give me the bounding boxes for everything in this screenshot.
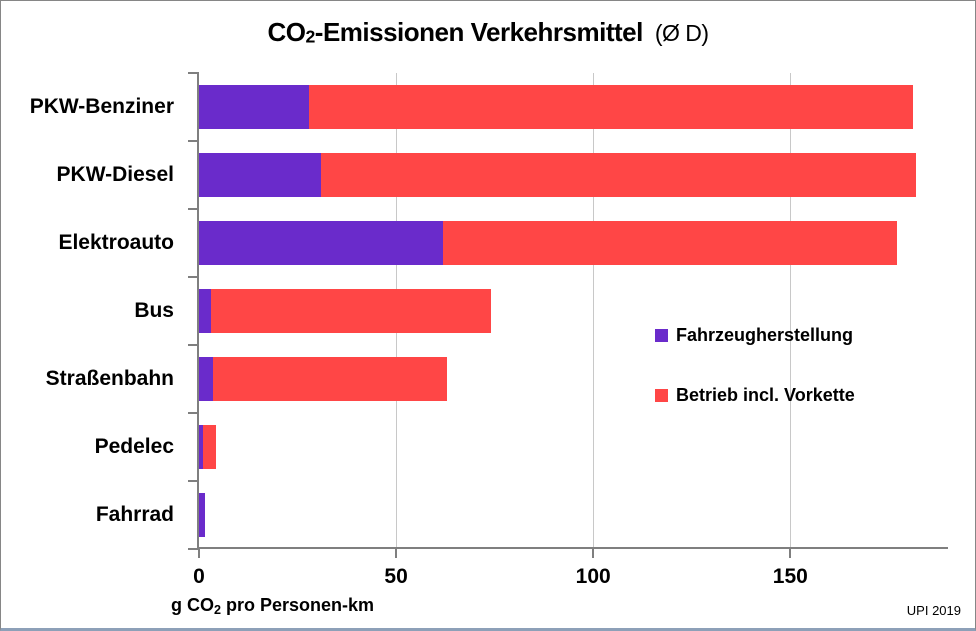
category-label-6: Pedelec: [94, 435, 174, 458]
x-axis-title: g CO2 pro Personen-km: [171, 595, 374, 617]
chart-title-suffix: (Ø D): [654, 20, 709, 46]
bar-segment-betrieb: [309, 85, 913, 129]
x-tick-label-150: 150: [772, 565, 808, 588]
legend-item-fahrzeugherstellung: Fahrzeugherstellung: [655, 325, 855, 346]
stacked-bar: [199, 357, 948, 401]
stacked-bar: [199, 153, 948, 197]
legend-label: Betrieb incl. Vorkette: [676, 385, 855, 405]
stacked-bar: [199, 493, 948, 537]
x-axis-tick-50: [395, 549, 398, 558]
bar-row-6: [199, 413, 948, 481]
x-axis-tick-150: [789, 549, 792, 558]
bar-segment-betrieb: [202, 425, 216, 469]
chart-title-subscript: 2: [305, 26, 315, 47]
legend-swatch-fahrzeugherstellung: [655, 329, 668, 342]
bar-segment-herstellung: [199, 493, 205, 537]
bar-row-4: [199, 277, 948, 345]
stacked-bar: [199, 289, 948, 333]
y-axis-tick: [188, 72, 199, 74]
bar-row-7: [199, 481, 948, 549]
x-tick-label-50: 50: [384, 565, 408, 588]
x-axis-tick-0: [198, 549, 200, 558]
stacked-bar: [199, 221, 948, 265]
x-tick-label-100: 100: [575, 565, 611, 588]
bar-row-1: [199, 73, 948, 141]
plot-area: g CO2 pro Personen-km 0 50 100 150: [171, 72, 948, 617]
x-tick-label-0: 0: [193, 565, 205, 588]
category-label-5: Straßenbahn: [45, 367, 174, 390]
bar-segment-herstellung: [199, 85, 310, 129]
category-label-1: PKW-Benziner: [29, 95, 174, 118]
y-axis-tick: [188, 208, 199, 210]
legend: Fahrzeugherstellung Betrieb incl. Vorket…: [655, 325, 855, 445]
legend-swatch-betrieb: [655, 389, 668, 402]
category-label-2: PKW-Diesel: [56, 163, 174, 186]
category-label-3: Elektroauto: [58, 231, 174, 254]
bar-segment-herstellung: [199, 221, 444, 265]
bar-segment-herstellung: [199, 289, 211, 333]
x-axis-tick-100: [592, 549, 595, 558]
bar-segment-herstellung: [199, 357, 213, 401]
gridline-150: [790, 73, 792, 547]
category-label-4: Bus: [134, 299, 174, 322]
bar-row-3: [199, 209, 948, 277]
y-axis-tick: [188, 548, 199, 550]
x-axis-title-suffix: pro Personen-km: [221, 595, 375, 615]
y-axis-tick: [188, 276, 199, 278]
bar-segment-betrieb: [210, 289, 491, 333]
chart-title: CO2-Emissionen Verkehrsmittel (Ø D): [1, 17, 975, 48]
bar-segment-betrieb: [443, 221, 897, 265]
category-label-7: Fahrrad: [95, 503, 174, 526]
gridline-100: [593, 73, 595, 547]
x-axis-title-prefix: g CO: [171, 595, 214, 615]
bar-segment-betrieb: [212, 357, 448, 401]
bar-row-5: [199, 345, 948, 413]
stacked-bar: [199, 425, 948, 469]
stacked-bar: [199, 85, 948, 129]
bar-segment-herstellung: [199, 153, 322, 197]
source-note: UPI 2019: [906, 603, 961, 618]
chart-title-prefix: CO: [267, 17, 306, 47]
bar-segment-herstellung: [199, 425, 203, 469]
bar-segment-betrieb: [321, 153, 917, 197]
legend-label: Fahrzeugherstellung: [676, 325, 854, 345]
y-axis-tick: [188, 480, 199, 482]
bar-row-2: [199, 141, 948, 209]
y-axis-tick: [188, 344, 199, 346]
legend-item-betrieb: Betrieb incl. Vorkette: [655, 385, 855, 406]
y-axis-tick: [188, 412, 199, 414]
x-axis-title-subscript: 2: [214, 603, 222, 618]
chart-title-main: -Emissionen Verkehrsmittel: [314, 17, 644, 47]
y-axis-tick: [188, 140, 199, 142]
